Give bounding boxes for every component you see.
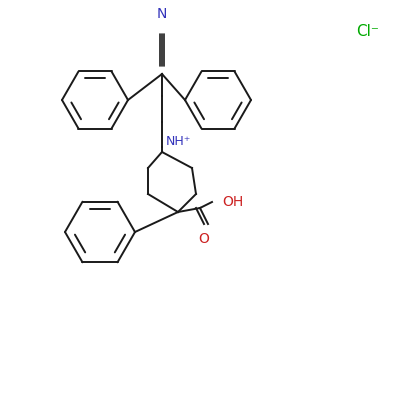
Text: OH: OH <box>222 195 243 209</box>
Text: N: N <box>157 7 167 21</box>
Text: NH⁺: NH⁺ <box>166 135 191 148</box>
Text: O: O <box>198 232 210 246</box>
Text: Cl⁻: Cl⁻ <box>356 24 380 40</box>
